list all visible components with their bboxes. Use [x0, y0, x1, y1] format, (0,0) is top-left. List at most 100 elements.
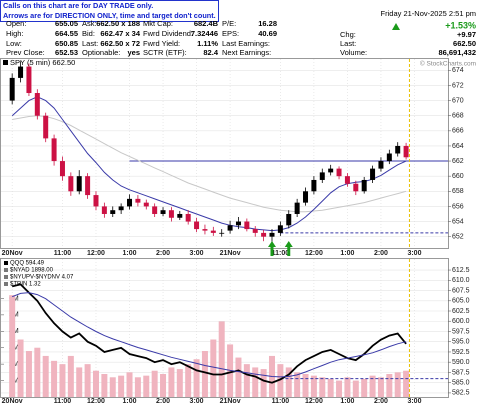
y-tick-label: 600.0: [452, 318, 470, 325]
candle-body: [93, 195, 99, 207]
volume-bar: [34, 347, 41, 397]
candle-body: [252, 229, 258, 233]
candle-body: [85, 176, 91, 196]
legend: SPY (5 min) 662.50: [10, 58, 75, 67]
volume-bar: [302, 374, 309, 397]
candle-body: [378, 161, 384, 169]
quote-label: EPS:: [222, 29, 239, 38]
volume-bar: [235, 357, 242, 397]
x-tick-label: 11:00: [272, 250, 290, 257]
volume-bar: [67, 355, 74, 397]
x-tick-label: 12:00: [305, 398, 323, 405]
series-line: [11, 283, 407, 384]
volume-bar: [176, 369, 183, 397]
volume-bar: [277, 364, 284, 397]
volume-bar: [92, 370, 99, 397]
volume-bar: [185, 364, 192, 397]
x-tick-label: 12:00: [305, 250, 323, 257]
volume-bar: [134, 377, 141, 397]
y-tick-label: 595.0: [452, 339, 470, 346]
candle-body: [110, 210, 116, 214]
volume-bar: [160, 374, 167, 397]
quote-value: 662.47 x 34: [100, 29, 140, 38]
candle-body: [194, 221, 200, 230]
x-tick-label: 3:00: [407, 398, 421, 405]
y-tick-label: 670: [452, 97, 464, 104]
x-tick-label: 12:00: [87, 250, 105, 257]
x-tick-label: 2:00: [374, 250, 388, 257]
volume-bar: [201, 351, 208, 397]
quote-value: 16.28: [258, 19, 277, 28]
x-tick-label: 3:00: [190, 250, 204, 257]
candle-body: [202, 229, 208, 231]
legend-swatch: [4, 261, 8, 265]
volume-bar: [168, 367, 175, 397]
quote-value: 650.85: [55, 39, 78, 48]
y-tick-label: 590.0: [452, 359, 470, 366]
change-pct: +1.53%: [445, 20, 476, 30]
volume-bar: [327, 378, 334, 397]
series-line: [12, 292, 407, 378]
notice-line: Arrows are for DIRECTION ONLY, time and …: [3, 11, 216, 20]
quote-label: Prev Close:: [6, 48, 45, 57]
x-tick-label: 12:00: [87, 398, 105, 405]
candle-body: [311, 179, 317, 192]
volume-bar: [151, 370, 158, 397]
quote-value: 662.50 x 72: [100, 39, 140, 48]
y-tick-label: 605.0: [452, 298, 470, 305]
candle-body: [370, 168, 376, 180]
legend-swatch: [3, 60, 8, 65]
x-tick-label: 21Nov: [220, 250, 241, 257]
candle-body: [9, 77, 15, 101]
quote-date: Friday 21-Nov-2025 2:51 pm: [381, 9, 476, 18]
quote-value: yes: [127, 48, 140, 57]
y-tick-label: 597.5: [452, 328, 470, 335]
x-tick-label: 11:00: [54, 398, 72, 405]
x-tick-label: 11:00: [54, 250, 72, 257]
volume-bar: [118, 375, 125, 397]
candle-body: [403, 145, 409, 158]
candle-body: [361, 179, 367, 192]
quote-label: Fwrd Dividend:: [143, 29, 193, 38]
volume-bar: [84, 364, 91, 397]
quote-label: Ask:: [82, 19, 97, 28]
quote-value: 82.4: [203, 48, 218, 57]
y-tick-label: 664: [452, 143, 464, 150]
quote-value: 40.69: [258, 29, 277, 38]
direction-arrow: [284, 241, 293, 256]
status-label: Last:: [340, 39, 356, 48]
volume-bar: [109, 377, 116, 397]
moving-average: [11, 96, 407, 232]
volume-bar: [403, 370, 410, 397]
candle-body: [269, 232, 275, 237]
x-tick-label: 3:00: [190, 398, 204, 405]
y-tick-label: 592.5: [452, 349, 470, 356]
volume-bar: [9, 295, 16, 397]
volume-bar: [218, 321, 225, 397]
candle-body: [101, 206, 107, 214]
y-tick-label: 607.5: [452, 287, 470, 294]
volume-bar: [193, 359, 200, 397]
legend-swatch: [4, 275, 8, 279]
candle-body: [34, 93, 40, 116]
status-value: +9.97: [457, 30, 476, 39]
price-pane: [0, 58, 449, 249]
candle-body: [319, 172, 325, 180]
volume-bar: [394, 372, 401, 397]
candle-body: [219, 232, 225, 234]
direction-arrow: [267, 241, 276, 256]
notice-line: Calls on this chart are for DAY TRADE on…: [3, 1, 153, 10]
candle-body: [261, 232, 267, 237]
volume-bar: [76, 367, 83, 397]
volume-bar: [51, 360, 58, 397]
quote-label: High:: [6, 29, 24, 38]
x-tick-label: 21Nov: [220, 398, 241, 405]
quote-label: Fwrd Yield:: [143, 39, 180, 48]
x-tick-label: 3:00: [407, 250, 421, 257]
candle-body: [18, 66, 24, 78]
quote-label: Mkt Cap:: [143, 19, 173, 28]
volume-bar: [252, 367, 259, 397]
status-label: Chg:: [340, 30, 356, 39]
quote-value: 1.11%: [197, 39, 218, 48]
